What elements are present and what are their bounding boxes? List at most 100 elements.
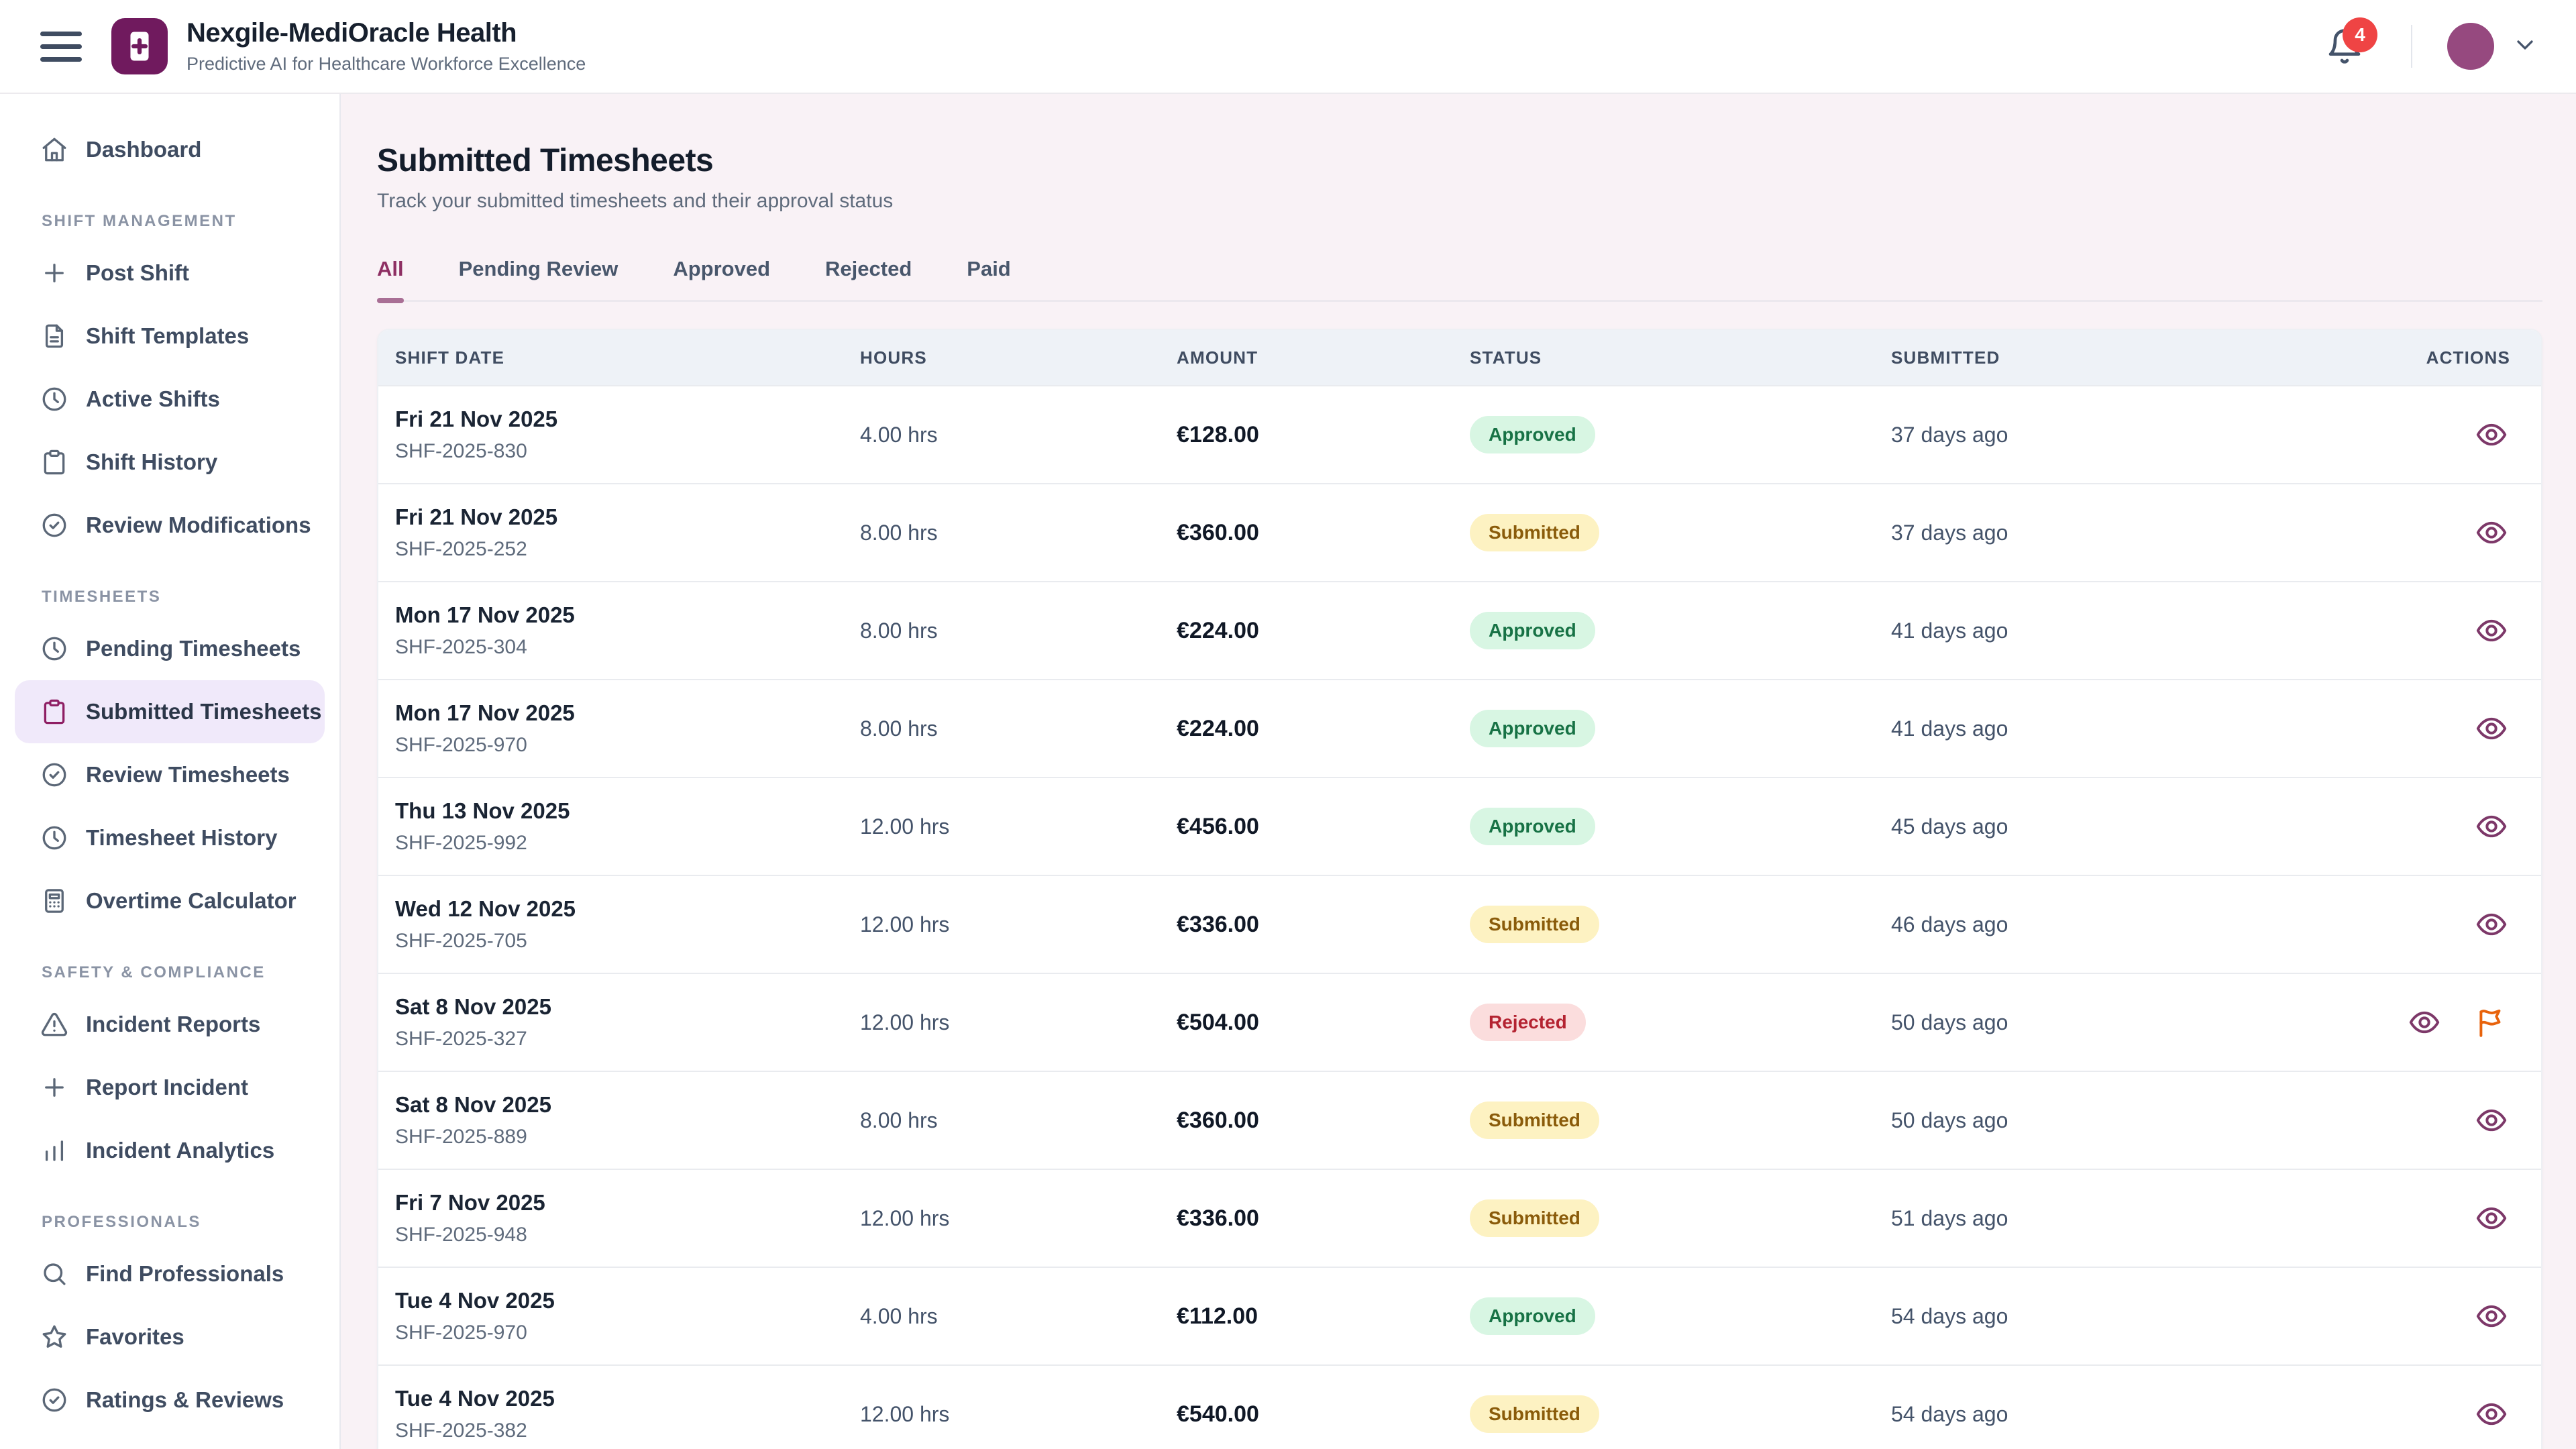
sidebar-item-ratings-reviews[interactable]: Ratings & Reviews — [15, 1368, 325, 1432]
sidebar-item-label: Timesheet History — [86, 825, 278, 850]
table-body: Fri 21 Nov 2025 SHF-2025-830 4.00 hrs €1… — [378, 385, 2541, 1449]
sidebar-item-label: Review Modifications — [86, 513, 311, 537]
status-filter-tabs: All Pending Review Approved Rejected Paid — [377, 257, 2542, 303]
actions-cell — [2401, 1297, 2510, 1335]
clock-icon — [42, 637, 66, 661]
status-badge: Submitted — [1470, 514, 1599, 551]
flag-icon — [2479, 1009, 2501, 1037]
sidebar-item-review-modifications[interactable]: Review Modifications — [15, 494, 325, 557]
shift-id: SHF-2025-889 — [395, 1126, 527, 1148]
hours-cell: 8.00 hrs — [860, 716, 938, 741]
view-timesheet-button[interactable] — [2473, 416, 2510, 453]
shift-date: Wed 12 Nov 2025 — [395, 896, 576, 921]
shift-date-cell: Mon 17 Nov 2025 SHF-2025-970 — [395, 700, 860, 757]
sidebar-item-active-shifts[interactable]: Active Shifts — [15, 368, 325, 431]
view-timesheet-button[interactable] — [2473, 808, 2510, 845]
view-timesheet-button[interactable] — [2473, 514, 2510, 551]
column-header-submitted: SUBMITTED — [1891, 347, 2000, 368]
submitted-cell: 41 days ago — [1891, 618, 2008, 643]
actions-cell — [2401, 1199, 2510, 1237]
tab-approved[interactable]: Approved — [673, 257, 770, 300]
actions-cell — [2401, 808, 2510, 845]
sidebar-item-incident-reports[interactable]: Incident Reports — [15, 993, 325, 1056]
tab-all[interactable]: All — [377, 257, 404, 303]
page-subtitle: Track your submitted timesheets and thei… — [377, 190, 894, 212]
sidebar-item-post-shift[interactable]: Post Shift — [15, 241, 325, 305]
view-timesheet-button[interactable] — [2406, 1004, 2443, 1041]
shift-date-cell: Thu 13 Nov 2025 SHF-2025-992 — [395, 798, 860, 855]
plus-icon — [45, 264, 64, 282]
sidebar-item-favorites[interactable]: Favorites — [15, 1305, 325, 1368]
view-timesheet-button[interactable] — [2473, 1297, 2510, 1335]
shift-id: SHF-2025-948 — [395, 1224, 527, 1246]
status-cell: Submitted — [1470, 1199, 1891, 1237]
sidebar-item-label: Shift Templates — [86, 323, 250, 348]
table-row: Sat 8 Nov 2025 SHF-2025-889 8.00 hrs €36… — [378, 1071, 2541, 1169]
header-divider — [2411, 25, 2412, 68]
sidebar-item-shift-history[interactable]: Shift History — [15, 431, 325, 494]
shift-date-cell: Tue 4 Nov 2025 SHF-2025-382 — [395, 1386, 860, 1442]
table-row: Wed 12 Nov 2025 SHF-2025-705 12.00 hrs €… — [378, 875, 2541, 973]
status-cell: Rejected — [1470, 1004, 1891, 1041]
submitted-cell: 46 days ago — [1891, 912, 2008, 936]
actions-cell — [2401, 612, 2510, 649]
sidebar-item-timesheet-history[interactable]: Timesheet History — [15, 806, 325, 869]
table-header-row: SHIFT DATE HOURS AMOUNT STATUS SUBMITTED… — [378, 330, 2541, 385]
sidebar-item-pending-timesheets[interactable]: Pending Timesheets — [15, 617, 325, 680]
sidebar-section-label-timesheets: TIMESHEETS — [42, 588, 162, 606]
sidebar-item-incident-analytics[interactable]: Incident Analytics — [15, 1119, 325, 1182]
column-header-actions: ACTIONS — [2426, 347, 2510, 368]
shift-date-cell: Wed 12 Nov 2025 SHF-2025-705 — [395, 896, 860, 953]
sidebar-section-label-shift-management: SHIFT MANAGEMENT — [42, 212, 237, 230]
check-circle-icon — [42, 763, 66, 787]
sidebar-item-overtime-calculator[interactable]: Overtime Calculator — [15, 869, 325, 932]
submitted-cell: 37 days ago — [1891, 422, 2008, 447]
clipboard-icon — [44, 449, 65, 475]
column-header-hours: HOURS — [860, 347, 927, 368]
view-timesheet-button[interactable] — [2473, 612, 2510, 649]
view-timesheet-button[interactable] — [2473, 1199, 2510, 1237]
eye-icon — [2409, 1011, 2440, 1034]
hours-cell: 4.00 hrs — [860, 1303, 938, 1328]
status-badge: Approved — [1470, 416, 1595, 453]
tab-pending-review[interactable]: Pending Review — [459, 257, 619, 300]
shift-date-cell: Fri 7 Nov 2025 SHF-2025-948 — [395, 1190, 860, 1246]
actions-cell — [2401, 906, 2510, 943]
sidebar-item-find-professionals[interactable]: Find Professionals — [15, 1242, 325, 1305]
view-timesheet-button[interactable] — [2473, 906, 2510, 943]
status-badge: Approved — [1470, 1297, 1595, 1335]
amount-cell: €224.00 — [1177, 617, 1259, 643]
sidebar-item-label: Find Professionals — [86, 1261, 284, 1286]
eye-icon — [2476, 619, 2507, 642]
shift-date-cell: Sat 8 Nov 2025 SHF-2025-327 — [395, 994, 860, 1051]
chevron-down-icon[interactable] — [2512, 32, 2538, 62]
notification-bell-button[interactable]: 4 — [2321, 17, 2377, 70]
shift-date: Tue 4 Nov 2025 — [395, 1288, 555, 1313]
status-cell: Submitted — [1470, 906, 1891, 943]
amount-cell: €224.00 — [1177, 715, 1259, 741]
hours-cell: 12.00 hrs — [860, 1010, 950, 1034]
sidebar-item-report-incident[interactable]: Report Incident — [15, 1056, 325, 1119]
submitted-cell: 50 days ago — [1891, 1010, 2008, 1034]
shift-date: Thu 13 Nov 2025 — [395, 798, 570, 823]
column-header-amount: AMOUNT — [1177, 347, 1258, 368]
table-row: Tue 4 Nov 2025 SHF-2025-970 4.00 hrs €11… — [378, 1267, 2541, 1364]
clock-icon — [42, 826, 66, 850]
hamburger-menu-icon[interactable] — [38, 22, 86, 70]
sidebar-item-shift-templates[interactable]: Shift Templates — [15, 305, 325, 368]
shift-date: Fri 7 Nov 2025 — [395, 1190, 545, 1215]
column-header-shift-date: SHIFT DATE — [395, 347, 505, 368]
view-timesheet-button[interactable] — [2473, 710, 2510, 747]
tab-paid[interactable]: Paid — [967, 257, 1010, 300]
sidebar-item-submitted-timesheets[interactable]: Submitted Timesheets — [15, 680, 325, 743]
status-cell: Approved — [1470, 1297, 1891, 1335]
tab-rejected[interactable]: Rejected — [825, 257, 912, 300]
view-timesheet-button[interactable] — [2473, 1395, 2510, 1433]
sidebar-item-label: Incident Analytics — [86, 1138, 275, 1163]
sidebar-item-review-timesheets[interactable]: Review Timesheets — [15, 743, 325, 806]
dispute-flag-button[interactable] — [2473, 1004, 2510, 1041]
sidebar-item-label: Overtime Calculator — [86, 888, 297, 913]
view-timesheet-button[interactable] — [2473, 1102, 2510, 1139]
user-avatar[interactable] — [2447, 23, 2494, 70]
sidebar-item-dashboard[interactable]: Dashboard — [15, 118, 325, 181]
